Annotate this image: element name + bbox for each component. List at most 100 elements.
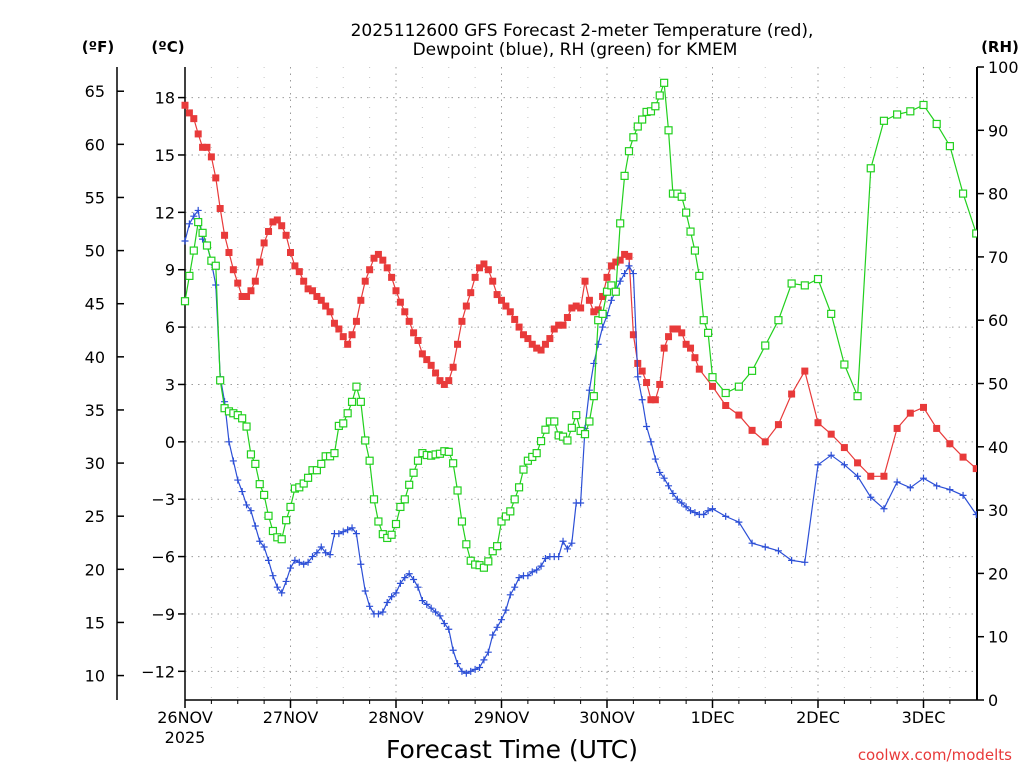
dewpoint-point <box>269 572 277 580</box>
series-dewpoint <box>181 206 977 677</box>
x-tick-label: 27NOV <box>263 708 319 727</box>
rh-point <box>646 107 656 116</box>
dewpoint-point <box>265 556 273 564</box>
dewpoint-point <box>238 488 246 496</box>
dewpoint-point <box>673 495 681 503</box>
dewpoint-point <box>735 518 743 526</box>
temperature-point <box>335 325 343 333</box>
temperature-point <box>678 329 686 337</box>
x-tick-label: 1DEC <box>691 708 735 727</box>
dewpoint-point <box>616 277 624 285</box>
rh-point <box>211 261 220 270</box>
rh-point <box>286 502 295 512</box>
temperature-point <box>383 264 391 272</box>
temperature-point <box>207 153 215 161</box>
temperature-point <box>502 302 510 310</box>
rh-point <box>409 468 418 477</box>
dewpoint-point <box>528 568 536 576</box>
temperature-point <box>673 325 681 333</box>
rh-point <box>734 382 743 391</box>
temperature-point <box>559 321 567 329</box>
rh-point <box>708 373 717 382</box>
temperature-point <box>972 465 977 473</box>
temperature-point <box>682 340 690 348</box>
rh-point <box>444 447 453 456</box>
dewpoint-point <box>251 522 259 530</box>
dewpoint-point <box>440 620 448 628</box>
rh-tick-label: 20 <box>988 564 1008 583</box>
temperature-point <box>594 306 602 314</box>
dewpoint-point <box>484 648 492 656</box>
dewpoint-point <box>304 558 312 566</box>
dewpoint-point <box>607 296 615 304</box>
temperature-point <box>476 264 484 272</box>
rh-point <box>607 281 616 290</box>
x-tick-label: 26NOV <box>157 708 213 727</box>
rh-point <box>972 229 977 238</box>
temperature-point <box>801 367 809 375</box>
rh-point <box>268 526 278 536</box>
temperature-point <box>225 249 233 257</box>
rh-point <box>800 281 809 290</box>
rh-point <box>374 517 383 526</box>
dewpoint-point <box>388 593 396 601</box>
series-rh <box>180 78 977 572</box>
temperature-point <box>643 379 651 387</box>
temperature-point <box>515 323 523 331</box>
x-tick-label: 29NOV <box>474 708 530 727</box>
dewpoint-point <box>788 556 796 564</box>
rh-point <box>853 392 862 401</box>
x-tick-sublabel: 2025 <box>165 728 206 747</box>
temperature-point <box>265 227 273 235</box>
rh-point <box>813 274 823 284</box>
rh-point <box>506 507 515 516</box>
axes: −12−9−6−30369121518101520253035404550556… <box>85 58 1019 747</box>
temperature-point <box>414 336 422 344</box>
temperature-point <box>590 308 598 316</box>
dewpoint-point <box>322 549 330 557</box>
fahrenheit-tick-label: 40 <box>85 348 105 367</box>
rh-point <box>488 547 497 556</box>
temperature-point <box>203 143 211 151</box>
rh-point <box>651 102 660 111</box>
dewpoint-point <box>436 612 444 620</box>
dewpoint-point <box>748 539 756 547</box>
dewpoint-point <box>432 608 440 616</box>
dewpoint-point <box>414 583 422 591</box>
rh-point <box>510 495 519 504</box>
dewpoint-point <box>691 509 699 517</box>
temperature-point <box>867 472 875 480</box>
rh-point <box>361 436 370 445</box>
temperature-point <box>625 252 633 260</box>
dewpoint-point <box>511 583 519 591</box>
dewpoint-point <box>634 373 642 381</box>
dewpoint-point <box>357 560 365 568</box>
rh-point <box>699 316 708 325</box>
temperature-point <box>665 333 673 341</box>
dewpoint-point <box>339 528 347 536</box>
temperature-point <box>656 380 664 388</box>
rh-point <box>198 228 207 237</box>
celsius-tick-label: 12 <box>155 203 175 222</box>
rh-point <box>330 449 339 458</box>
rh-point <box>616 219 625 228</box>
rh-point <box>572 411 581 420</box>
temperature-point <box>687 344 695 352</box>
temperature-point <box>893 424 901 432</box>
rh-tick-label: 50 <box>988 375 1008 394</box>
temperature-point <box>647 396 655 404</box>
temperature-point <box>304 285 312 293</box>
dewpoint-point <box>308 553 316 561</box>
temperature-point <box>638 367 646 375</box>
rh-point <box>879 116 889 125</box>
temperature-point <box>326 308 334 316</box>
rh-point <box>303 473 313 482</box>
dewpoint-point <box>814 461 822 469</box>
celsius-tick-label: −6 <box>151 548 175 567</box>
temperature-point <box>410 329 418 337</box>
temperature-point <box>313 292 321 300</box>
dewpoint-point <box>260 543 268 551</box>
dewpoint-point <box>212 281 220 289</box>
rh-point <box>391 519 401 529</box>
dewpoint-point <box>541 554 549 562</box>
